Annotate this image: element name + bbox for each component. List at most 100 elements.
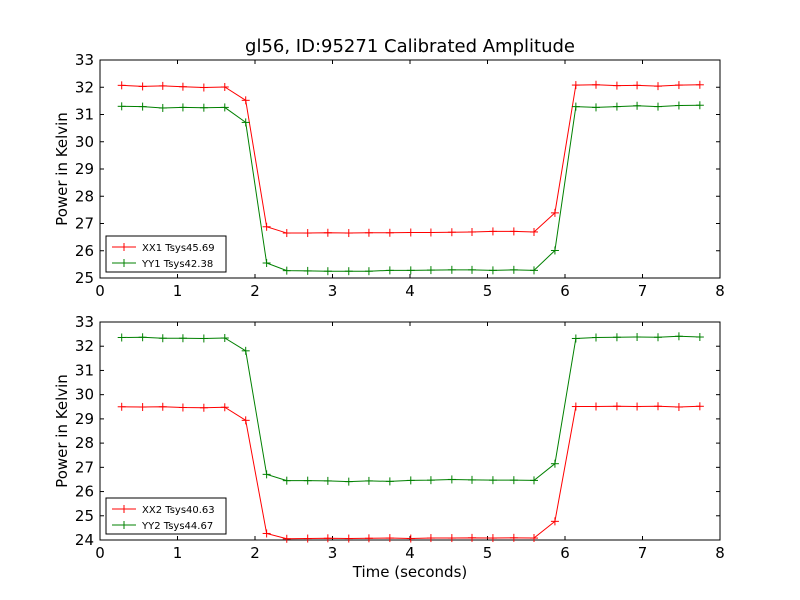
y-tick-label: 24 bbox=[75, 531, 94, 549]
data-point bbox=[303, 534, 312, 543]
data-point bbox=[220, 333, 229, 342]
data-point bbox=[468, 475, 476, 484]
y-tick-label: 33 bbox=[75, 313, 94, 331]
x-tick-label: 7 bbox=[638, 282, 648, 300]
data-point bbox=[303, 266, 312, 275]
data-point bbox=[633, 402, 642, 411]
data-point bbox=[220, 403, 229, 412]
data-point bbox=[468, 533, 476, 542]
series-1 bbox=[117, 80, 704, 238]
data-point bbox=[654, 402, 662, 411]
data-point bbox=[406, 228, 415, 237]
y-axis-label: Power in Kelvin bbox=[53, 374, 71, 488]
data-point bbox=[344, 267, 353, 276]
data-point bbox=[468, 265, 476, 274]
x-tick-label: 4 bbox=[405, 544, 415, 562]
x-tick-label: 5 bbox=[483, 282, 493, 300]
data-point bbox=[138, 403, 147, 412]
data-point bbox=[695, 101, 704, 110]
data-point bbox=[426, 534, 435, 543]
legend: XX2 Tsys40.63 YY2 Tsys44.67 bbox=[105, 497, 227, 535]
data-point bbox=[592, 103, 600, 112]
data-point bbox=[117, 402, 126, 411]
data-point bbox=[612, 81, 621, 90]
data-point bbox=[138, 82, 147, 91]
data-point bbox=[426, 476, 435, 485]
x-tick-label: 1 bbox=[173, 282, 183, 300]
legend-box bbox=[105, 497, 227, 535]
data-point bbox=[178, 334, 187, 343]
data-point bbox=[199, 334, 208, 343]
data-point bbox=[530, 266, 538, 275]
data-point bbox=[674, 81, 683, 90]
data-point bbox=[509, 265, 518, 274]
data-point bbox=[117, 333, 126, 342]
x-tick-label: 6 bbox=[560, 282, 570, 300]
data-point bbox=[138, 333, 147, 342]
data-point bbox=[612, 333, 621, 342]
data-point bbox=[633, 333, 642, 342]
data-point bbox=[509, 533, 518, 542]
data-point bbox=[674, 332, 683, 341]
data-point bbox=[178, 82, 187, 91]
data-point bbox=[550, 517, 559, 526]
data-point bbox=[385, 534, 394, 543]
data-point bbox=[612, 102, 621, 111]
x-tick-label: 3 bbox=[328, 544, 338, 562]
data-point bbox=[468, 227, 476, 236]
data-point bbox=[323, 267, 332, 276]
data-point bbox=[282, 229, 291, 238]
data-point bbox=[158, 402, 167, 411]
x-tick-label: 0 bbox=[95, 544, 105, 562]
data-point bbox=[612, 402, 621, 411]
data-point bbox=[199, 403, 208, 412]
data-point bbox=[364, 476, 373, 485]
y-tick-label: 29 bbox=[75, 410, 94, 428]
data-point bbox=[447, 228, 456, 237]
data-point bbox=[282, 476, 291, 485]
data-point bbox=[344, 229, 353, 238]
y-tick-label: 25 bbox=[75, 269, 94, 287]
data-point bbox=[406, 266, 415, 275]
data-point bbox=[117, 81, 126, 90]
data-point bbox=[674, 403, 683, 412]
data-point bbox=[117, 102, 126, 111]
legend-item: YY2 Tsys44.67 bbox=[112, 521, 213, 532]
chart-title: gl56, ID:95271 Calibrated Amplitude bbox=[245, 36, 575, 57]
data-point bbox=[364, 534, 373, 543]
y-tick-label: 32 bbox=[75, 337, 94, 355]
data-point bbox=[571, 402, 580, 411]
data-point bbox=[323, 476, 332, 485]
data-point bbox=[447, 534, 456, 543]
data-point bbox=[654, 333, 662, 342]
data-point bbox=[654, 82, 662, 91]
legend-label: XX1 Tsys45.69 bbox=[142, 243, 215, 254]
series-2 bbox=[117, 332, 704, 486]
y-axis-label: Power in Kelvin bbox=[53, 112, 71, 226]
x-tick-label: 2 bbox=[250, 282, 260, 300]
data-point bbox=[571, 81, 580, 90]
data-point bbox=[241, 416, 250, 425]
x-tick-label: 7 bbox=[638, 544, 648, 562]
data-point bbox=[199, 103, 208, 112]
data-point bbox=[530, 227, 538, 236]
legend-box bbox=[105, 235, 227, 273]
legend-label: XX2 Tsys40.63 bbox=[142, 505, 215, 516]
data-point bbox=[241, 118, 250, 127]
x-tick-label: 8 bbox=[715, 282, 725, 300]
x-tick-label: 6 bbox=[560, 544, 570, 562]
data-point bbox=[241, 346, 250, 355]
y-tick-label: 32 bbox=[75, 78, 94, 96]
series-2 bbox=[117, 101, 704, 276]
data-point bbox=[633, 101, 642, 110]
data-point bbox=[199, 83, 208, 92]
data-point bbox=[262, 470, 271, 479]
data-point bbox=[220, 103, 229, 112]
data-point bbox=[530, 476, 538, 485]
y-tick-label: 27 bbox=[75, 458, 94, 476]
data-point bbox=[426, 228, 435, 237]
data-point bbox=[262, 529, 271, 538]
y-tick-label: 28 bbox=[75, 187, 94, 205]
data-point bbox=[654, 102, 662, 111]
